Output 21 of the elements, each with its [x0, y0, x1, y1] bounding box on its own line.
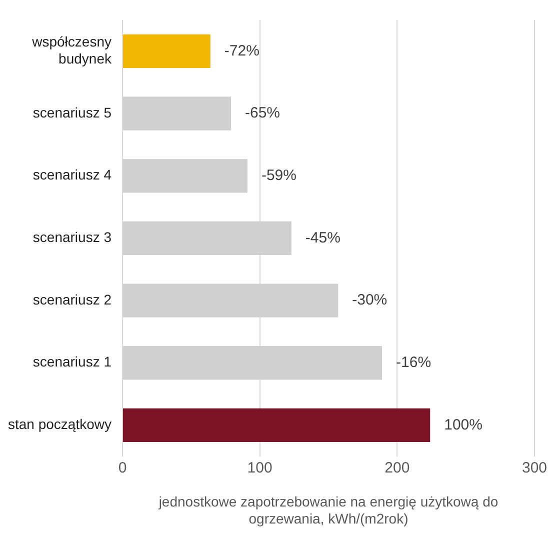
annotation: -59%	[261, 167, 296, 184]
x-tick-label: 0	[118, 460, 127, 477]
x-tick-label: 200	[384, 460, 410, 477]
bar	[122, 408, 430, 442]
x-tick-label: 300	[522, 460, 547, 477]
y-tick-label: scenariusz 2	[32, 291, 112, 308]
annotation: -65%	[244, 104, 280, 122]
y-tick-label: współczesny budynek	[31, 34, 112, 66]
y-tick-label: stan początkowy	[8, 416, 112, 432]
y-tick-label: scenariusz 4	[32, 166, 112, 183]
annotation: -16%	[396, 354, 432, 372]
annotation: -45%	[305, 229, 340, 246]
y-tick-label: scenariusz 1	[32, 354, 112, 370]
annotation: -30%	[352, 292, 388, 309]
y-tick-label: scenariusz 3	[32, 229, 112, 246]
y-tick-label: scenariusz 5	[32, 104, 112, 120]
annotation: 100%	[444, 416, 482, 434]
bar	[122, 34, 210, 68]
x-axis-title: jednostkowe zapotrzebowanie na energię użytkową do ogrzewania, kWh/(m2rok)	[158, 494, 498, 526]
x-tick-label: 100	[247, 460, 272, 477]
annotation: -72%	[224, 42, 260, 60]
